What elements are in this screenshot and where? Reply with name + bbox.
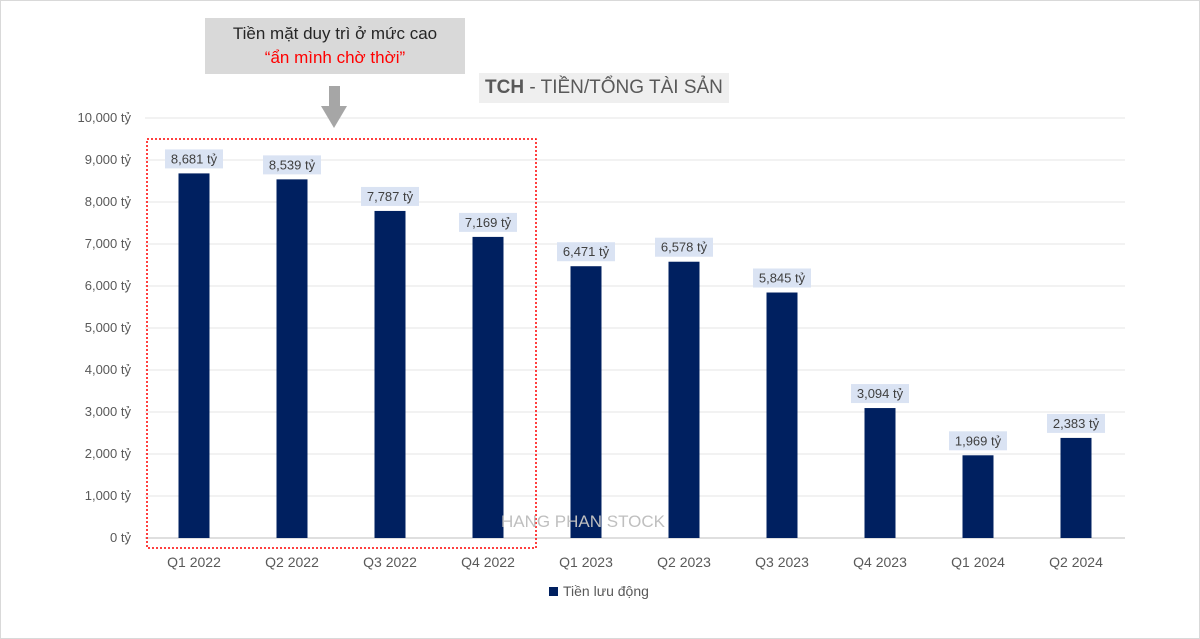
x-category-label: Q2 2024: [1049, 554, 1103, 570]
x-category-label: Q2 2022: [265, 554, 319, 570]
data-label-bg: [459, 212, 517, 232]
data-label: 7,787 tỷ: [367, 189, 414, 204]
y-tick-label: 5,000 tỷ: [85, 320, 132, 335]
y-tick-label: 9,000 tỷ: [85, 152, 132, 167]
x-category-label: Q1 2024: [951, 554, 1005, 570]
data-label-bg: [557, 242, 615, 262]
legend-swatch: [549, 587, 558, 596]
bars: [178, 173, 1092, 539]
bar: [962, 455, 994, 538]
bar: [864, 408, 896, 538]
highlight-box: [146, 138, 537, 549]
data-label-bg: [361, 186, 419, 206]
x-category-label: Q1 2022: [167, 554, 221, 570]
watermark: HANG PHAN STOCK: [501, 512, 666, 531]
data-label-bg: [1047, 413, 1105, 433]
y-axis-ticks: 0 tỷ 1,000 tỷ 2,000 tỷ 3,000 tỷ 4,000 tỷ 5,00…: [78, 110, 132, 545]
x-axis-categories: Q1 2022 Q2 2022 Q3 2022 Q4 2022 Q1 2023 Q2 20…: [167, 554, 1103, 570]
y-tick-label: 1,000 tỷ: [85, 488, 132, 503]
bar: [472, 236, 504, 539]
data-label: 6,578 tỷ: [661, 240, 708, 255]
bar: [766, 292, 798, 538]
data-label: 3,094 tỷ: [857, 386, 904, 401]
data-label-bg: [753, 268, 811, 288]
x-category-label: Q3 2023: [755, 554, 809, 570]
y-tick-label: 10,000 tỷ: [78, 110, 132, 125]
chart-title-ticker: TCH: [485, 77, 525, 98]
data-label: 7,169 tỷ: [465, 215, 512, 230]
data-label: 5,845 tỷ: [759, 271, 806, 286]
x-category-label: Q4 2022: [461, 554, 515, 570]
data-label: 2,383 tỷ: [1053, 416, 1100, 431]
bar: [276, 179, 308, 538]
chart-title: TCH - TIỀN/TỔNG TÀI SẢN: [479, 73, 729, 103]
bar: [570, 266, 602, 538]
bar: [178, 173, 210, 538]
y-tick-label: 3,000 tỷ: [85, 404, 132, 419]
x-category-label: Q4 2023: [853, 554, 907, 570]
x-category-label: Q1 2023: [559, 554, 613, 570]
callout-line1: Tiền mặt duy trì ở mức cao: [232, 24, 438, 43]
bar: [668, 261, 700, 538]
data-label-bg: [165, 149, 223, 169]
y-tick-label: 2,000 tỷ: [85, 446, 132, 461]
y-tick-label: 0 tỷ: [110, 530, 131, 545]
legend: Tiền lưu động: [549, 583, 649, 599]
legend-label: Tiền lưu động: [563, 583, 649, 599]
data-label: 8,539 tỷ: [269, 157, 316, 172]
data-label-bg: [949, 431, 1007, 451]
y-tick-label: 6,000 tỷ: [85, 278, 132, 293]
data-label: 8,681 tỷ: [171, 151, 218, 166]
callout-line2: “ẩn mình chờ thời”: [264, 48, 406, 67]
data-label-bg: [263, 155, 321, 175]
bar: [374, 210, 406, 539]
down-arrow-icon: [321, 86, 347, 128]
data-label: 6,471 tỷ: [563, 244, 610, 259]
chart-title-text: - TIỀN/TỔNG TÀI SẢN: [524, 77, 723, 98]
highlight-group: [146, 138, 537, 549]
bar: [1060, 437, 1092, 538]
x-category-label: Q3 2022: [363, 554, 417, 570]
y-tick-label: 7,000 tỷ: [85, 236, 132, 251]
data-label-bg: [851, 384, 909, 404]
x-category-label: Q2 2023: [657, 554, 711, 570]
y-tick-label: 8,000 tỷ: [85, 194, 132, 209]
data-label: 1,969 tỷ: [955, 433, 1002, 448]
y-tick-label: 4,000 tỷ: [85, 362, 132, 377]
data-label-bg: [655, 237, 713, 257]
callout-box: Tiền mặt duy trì ở mức cao “ẩn mình chờ …: [205, 18, 465, 74]
data-labels: 8,681 tỷ 8,539 tỷ 7,787 tỷ 7,169 tỷ 6,471 tỷ…: [165, 149, 1105, 451]
